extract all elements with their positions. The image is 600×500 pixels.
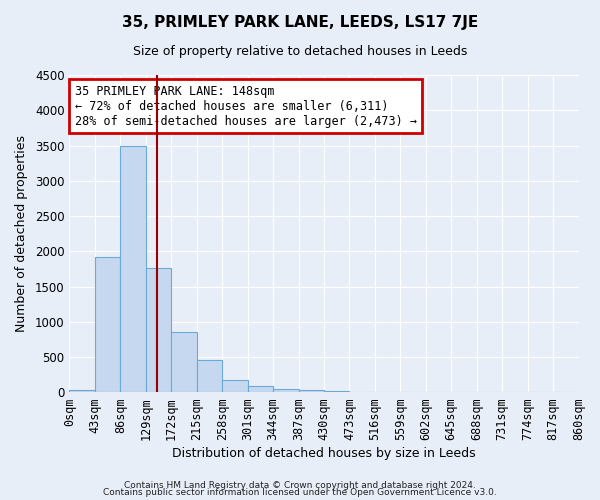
Bar [95, 257, 121, 392]
Bar [273, 388, 299, 392]
Bar [70, 390, 95, 392]
Bar [324, 391, 349, 392]
Text: Contains public sector information licensed under the Open Government Licence v3: Contains public sector information licen… [103, 488, 497, 497]
Bar [222, 380, 248, 392]
Text: 35, PRIMLEY PARK LANE, LEEDS, LS17 7JE: 35, PRIMLEY PARK LANE, LEEDS, LS17 7JE [122, 15, 478, 30]
Bar [121, 146, 146, 392]
Text: Size of property relative to detached houses in Leeds: Size of property relative to detached ho… [133, 45, 467, 58]
Text: Contains HM Land Registry data © Crown copyright and database right 2024.: Contains HM Land Registry data © Crown c… [124, 480, 476, 490]
Bar [197, 360, 222, 392]
X-axis label: Distribution of detached houses by size in Leeds: Distribution of detached houses by size … [172, 447, 476, 460]
Bar [171, 332, 197, 392]
Text: 35 PRIMLEY PARK LANE: 148sqm
← 72% of detached houses are smaller (6,311)
28% of: 35 PRIMLEY PARK LANE: 148sqm ← 72% of de… [74, 84, 416, 128]
Bar [248, 386, 273, 392]
Y-axis label: Number of detached properties: Number of detached properties [15, 135, 28, 332]
Bar [146, 268, 171, 392]
Bar [299, 390, 324, 392]
